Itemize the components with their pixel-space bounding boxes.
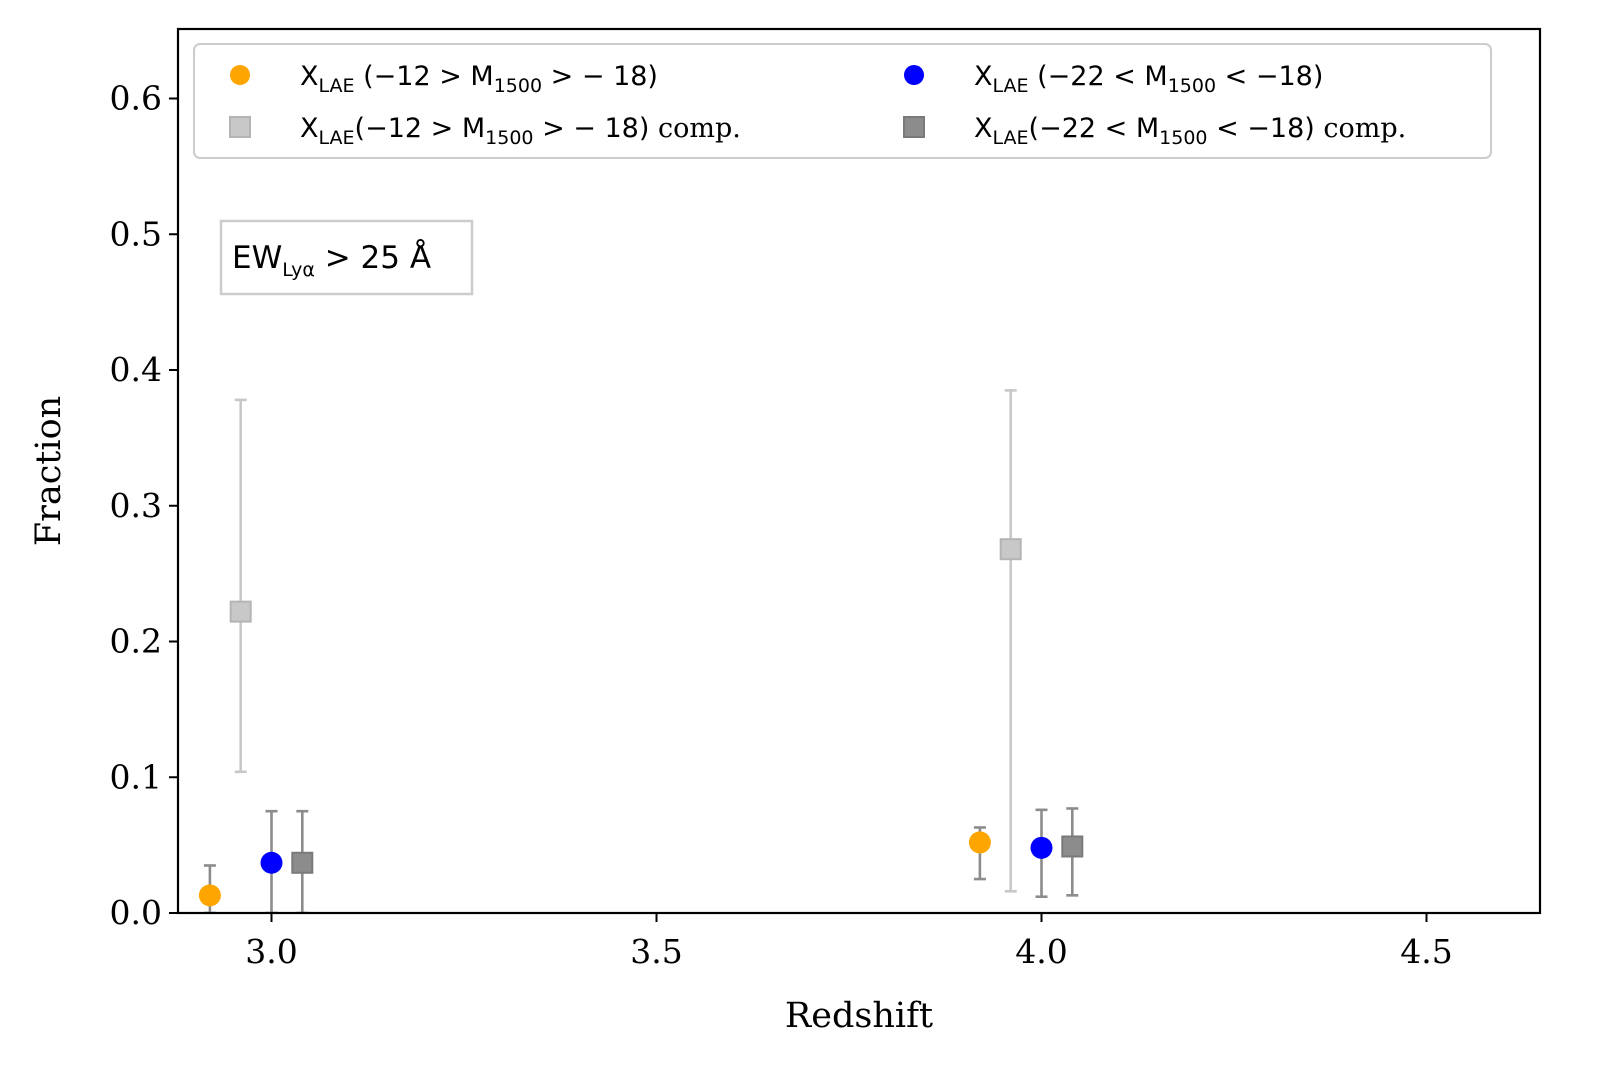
legend-item-2: XLAE (−22 < M1500 < −18) bbox=[904, 61, 1323, 97]
legend-marker bbox=[229, 116, 251, 138]
x-tick-label: 3.0 bbox=[245, 932, 297, 971]
legend-label-main: X bbox=[974, 113, 993, 144]
data-point bbox=[291, 851, 314, 874]
data-point bbox=[999, 538, 1022, 561]
annotation-text: EWLyα > 25 Å bbox=[232, 240, 431, 281]
legend-label-tail: (−12 > M bbox=[355, 113, 486, 144]
legend-item-3: XLAE(−22 < M1500 < −18) comp. bbox=[903, 113, 1406, 149]
x-tick-label: 4.5 bbox=[1400, 932, 1452, 971]
legend-item-0: XLAE (−12 > M1500 > − 18) bbox=[230, 61, 658, 97]
annotation-suffix: > 25 Å bbox=[315, 240, 431, 276]
y-tick-label: 0.2 bbox=[110, 622, 162, 661]
data-point bbox=[229, 600, 252, 623]
chart-marks bbox=[198, 389, 1084, 913]
legend-label-tail: (−12 > M bbox=[355, 61, 494, 92]
plot-frame bbox=[176, 27, 1542, 915]
legend-label-tail2: < −18) bbox=[1216, 61, 1323, 92]
data-point bbox=[260, 851, 283, 874]
legend-label-sub: LAE bbox=[993, 127, 1029, 149]
legend-label-sub: LAE bbox=[319, 75, 355, 97]
y-tick-label: 0.1 bbox=[110, 757, 162, 796]
legend-label-tail2: > − 18) bbox=[542, 61, 658, 92]
x-tick-label: 4.0 bbox=[1015, 932, 1067, 971]
legend-label-main: X bbox=[974, 61, 993, 92]
legend-label: XLAE (−12 > M1500 > − 18) bbox=[300, 61, 658, 97]
y-tick-label: 0.5 bbox=[110, 214, 162, 253]
legend-label: XLAE(−22 < M1500 < −18) comp. bbox=[974, 113, 1406, 149]
y-axis-title: Fraction bbox=[29, 396, 69, 546]
legend-frame bbox=[193, 43, 1492, 159]
legend-label-tail: (−22 < M bbox=[1029, 61, 1168, 92]
annotation-frame bbox=[219, 219, 474, 296]
legend-label-main: X bbox=[300, 61, 319, 92]
legend-label: XLAE (−22 < M1500 < −18) bbox=[974, 61, 1323, 97]
legend-marker bbox=[904, 65, 924, 85]
legend-label-sub2: 1500 bbox=[1159, 127, 1207, 149]
series-1 bbox=[229, 389, 1022, 893]
legend-label-sub2: 1500 bbox=[485, 127, 533, 149]
legend-label-extra: comp. bbox=[649, 113, 740, 144]
legend-label-extra: comp. bbox=[1315, 113, 1406, 144]
y-tick-label: 0.4 bbox=[110, 350, 162, 389]
legend-label-tail2: < −18) bbox=[1208, 113, 1315, 144]
y-tick-label: 0.0 bbox=[110, 893, 162, 932]
axes: 3.03.54.04.55.05.56.00.00.10.20.30.40.50… bbox=[110, 79, 1453, 972]
legend-marker bbox=[230, 65, 250, 85]
legend-label-main: X bbox=[300, 113, 319, 144]
annotation-prefix: EW bbox=[232, 240, 282, 276]
x-tick-label: 3.5 bbox=[630, 932, 682, 971]
series-2 bbox=[260, 808, 1053, 913]
series-3 bbox=[291, 807, 1084, 913]
annotation-box: EWLyα > 25 Å bbox=[219, 219, 474, 296]
legend-label: XLAE(−12 > M1500 > − 18) comp. bbox=[300, 113, 741, 149]
x-axis-title: Redshift bbox=[785, 996, 933, 1036]
data-point bbox=[1061, 835, 1084, 858]
legend-label-sub2: 1500 bbox=[1168, 75, 1216, 97]
legend-label-sub: LAE bbox=[319, 127, 355, 149]
y-tick-label: 0.6 bbox=[110, 79, 162, 118]
legend-item-1: XLAE(−12 > M1500 > − 18) comp. bbox=[229, 113, 741, 149]
data-point bbox=[198, 884, 221, 907]
annotation-subscript: Lyα bbox=[282, 259, 315, 281]
legend-marker bbox=[903, 116, 925, 138]
legend-label-sub: LAE bbox=[993, 75, 1029, 97]
legend-label-tail: (−22 < M bbox=[1029, 113, 1160, 144]
legend: XLAE (−12 > M1500 > − 18)XLAE(−12 > M150… bbox=[193, 43, 1492, 159]
data-point bbox=[1030, 836, 1053, 859]
legend-label-sub2: 1500 bbox=[494, 75, 542, 97]
legend-label-tail2: > − 18) bbox=[534, 113, 650, 144]
y-tick-label: 0.3 bbox=[110, 486, 162, 525]
series-0 bbox=[198, 826, 991, 913]
data-point bbox=[968, 831, 991, 854]
